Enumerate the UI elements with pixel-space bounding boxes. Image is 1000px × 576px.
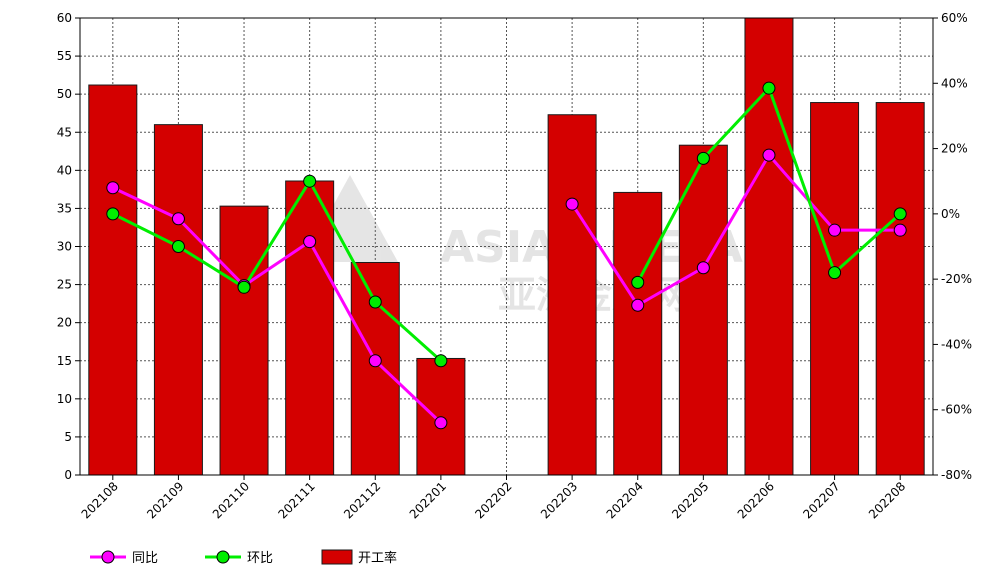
data-point: [631, 275, 645, 289]
data-point: [303, 235, 317, 249]
data-point: [893, 207, 907, 221]
legend-label: 同比: [132, 551, 158, 566]
x-tick-label: 202205: [669, 479, 711, 521]
left-axis-ticks: 0 5 10 15 20 25 30 35 40 45 50 55 60: [57, 11, 80, 482]
bar: [547, 114, 597, 476]
series-line-segment: [177, 217, 246, 287]
legend: 同比 环比 开工率: [90, 549, 397, 566]
x-tick-label: 202203: [538, 479, 580, 521]
left-tick-label: 60: [57, 11, 72, 25]
series-line-segment: [242, 180, 311, 289]
right-tick-label: 60%: [941, 11, 968, 25]
series-line-segment: [112, 186, 180, 221]
bar: [350, 261, 400, 476]
x-tick-label: 202201: [407, 479, 449, 521]
legend-label: 环比: [247, 551, 273, 566]
series-line-segment: [308, 180, 377, 303]
x-tick-label: 202202: [472, 479, 514, 521]
left-tick-label: 5: [64, 430, 72, 444]
left-tick-label: 35: [57, 201, 72, 215]
left-tick-label: 20: [57, 316, 72, 330]
left-tick-label: 45: [57, 125, 72, 139]
left-tick-label: 0: [64, 468, 72, 482]
data-point: [762, 81, 776, 95]
legend-bar-swatch: [321, 549, 353, 565]
bar: [613, 191, 663, 476]
data-point: [106, 181, 120, 195]
legend-label: 开工率: [358, 550, 397, 566]
right-tick-label: 0%: [941, 207, 960, 221]
x-tick-label: 202108: [79, 479, 121, 521]
data-point: [171, 240, 185, 253]
data-point: [237, 280, 251, 294]
left-tick-label: 40: [57, 163, 72, 177]
data-point: [696, 151, 710, 165]
data-point: [631, 298, 645, 312]
left-tick-label: 25: [57, 278, 72, 292]
data-point: [303, 174, 317, 188]
series-line-segment: [636, 266, 705, 307]
data-point: [368, 354, 382, 368]
data-point: [696, 261, 710, 275]
bar: [810, 102, 860, 476]
left-tick-label: 30: [57, 240, 72, 254]
data-point: [828, 266, 842, 280]
data-point: [434, 416, 448, 430]
x-tick-label: 202110: [210, 479, 252, 521]
left-tick-label: 15: [57, 354, 72, 368]
data-point: [171, 212, 185, 226]
data-point: [893, 223, 907, 237]
x-tick-label: 202206: [735, 479, 777, 521]
series-line-segment: [702, 154, 771, 269]
x-tick-label: 202109: [144, 479, 186, 521]
x-tick-label: 202208: [866, 479, 908, 521]
series-line-segment: [243, 240, 311, 287]
series-line-segment: [636, 157, 705, 284]
bar: [875, 102, 925, 476]
right-tick-label: -60%: [941, 403, 972, 417]
data-point: [565, 197, 579, 211]
x-tick-label: 202207: [800, 479, 842, 521]
series-line-segment: [112, 212, 180, 248]
right-tick-label: -80%: [941, 468, 972, 482]
series-line-segment: [767, 154, 836, 232]
data-point: [368, 295, 382, 309]
series-line-segment: [570, 203, 639, 307]
bar: [88, 84, 138, 476]
legend-marker: [101, 550, 115, 564]
bar: [153, 124, 203, 476]
series-line-segment: [702, 87, 771, 160]
x-axis-ticks: 202108 202109 202110 202111 202112 202201 2022…: [79, 475, 908, 522]
bar: [285, 180, 335, 476]
line-series: [106, 81, 907, 430]
right-tick-label: 20%: [941, 142, 968, 156]
bar: [678, 144, 728, 476]
data-point: [106, 207, 120, 221]
left-tick-label: 50: [57, 87, 72, 101]
series-line-segment: [374, 300, 442, 362]
series-line-segment: [767, 87, 836, 274]
left-tick-label: 10: [57, 392, 72, 406]
right-tick-label: -40%: [941, 337, 972, 351]
series-line-segment: [177, 245, 245, 289]
series-line-segment: [308, 240, 377, 362]
bar: [219, 205, 269, 476]
data-point: [434, 354, 448, 368]
left-tick-label: 55: [57, 49, 72, 63]
series-line-segment: [374, 359, 442, 424]
right-tick-label: -20%: [941, 272, 972, 286]
x-tick-label: 202112: [341, 479, 383, 521]
data-point: [762, 148, 776, 162]
right-axis-ticks: -80% -60% -40% -20% 0% 20% 40% 60%: [933, 11, 972, 482]
x-tick-label: 202204: [604, 479, 646, 521]
legend-marker: [216, 550, 230, 564]
data-point: [828, 223, 842, 237]
series-line-segment: [833, 212, 902, 274]
x-tick-label: 202111: [275, 479, 317, 521]
right-tick-label: 40%: [941, 76, 968, 90]
